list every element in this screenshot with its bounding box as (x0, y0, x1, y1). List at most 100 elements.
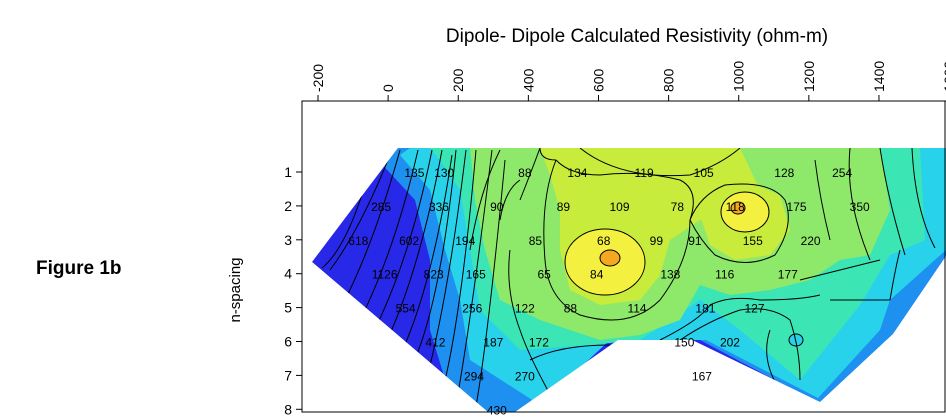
contour-value-label: 270 (515, 369, 535, 383)
sawtooth-segment-4 (820, 334, 894, 404)
contour-line-9 (424, 149, 467, 386)
contour-line-18 (539, 148, 557, 161)
contour-line-22 (814, 159, 831, 241)
y-tick-label: 7 (284, 367, 292, 383)
contour-value-label: 336 (429, 200, 449, 214)
contour-line-4 (359, 149, 419, 321)
contour-line-3 (344, 149, 401, 301)
contour-value-label: 90 (490, 200, 504, 214)
contour-value-label: 116 (715, 268, 734, 282)
contour-value-label: 167 (692, 369, 712, 383)
contour-value-label: 84 (590, 268, 604, 282)
contour-value-label: 122 (515, 302, 535, 316)
contour-line-17 (543, 159, 694, 321)
contour-value-label: 130 (434, 166, 454, 180)
contour-line-13 (469, 149, 501, 251)
contour-value-label: 256 (462, 302, 482, 316)
x-tick-label: 1000 (731, 61, 747, 92)
contour-value-label: 165 (466, 268, 486, 282)
contour-line-6 (384, 149, 443, 346)
contour-value-label: 78 (671, 200, 685, 214)
contour-value-label: 65 (537, 268, 551, 282)
contour-ring-minimum-west (599, 249, 621, 267)
contour-value-label: 89 (557, 200, 571, 214)
x-tick-label: -200 (310, 64, 326, 92)
contour-ring-local-high (788, 333, 804, 347)
contour-value-label: 119 (634, 166, 653, 180)
x-tick-label: 1600 (941, 61, 946, 92)
contour-line-20 (689, 183, 789, 263)
contour-value-label: 187 (483, 336, 503, 350)
contour-value-label: 202 (720, 336, 740, 350)
sawtooth-segment-3 (692, 340, 820, 406)
contour-line-26 (659, 294, 821, 341)
y-tick-label: 2 (284, 198, 292, 214)
resistivity-contour-region (312, 148, 946, 412)
contour-value-label: 412 (425, 336, 445, 350)
contour-value-label: 618 (348, 234, 368, 248)
contour-ring-minimum-east (730, 201, 746, 215)
contour-line-23 (848, 148, 871, 261)
contour-value-label: 350 (850, 200, 870, 214)
x-tick-label: 400 (520, 68, 536, 92)
y-axis: 1 2 3 4 5 6 7 8 (284, 164, 302, 417)
y-tick-label: 1 (284, 164, 292, 180)
contour-value-label: 127 (744, 302, 764, 316)
contour-value-label: 181 (695, 302, 715, 316)
contour-line-14 (499, 179, 521, 221)
x-tick-label: 1400 (871, 61, 887, 92)
contour-line-15 (508, 249, 561, 412)
contour-line-5 (371, 149, 433, 336)
contour-value-label: 175 (787, 200, 807, 214)
contour-value-label: 155 (743, 234, 763, 248)
contour-value-label: 88 (518, 166, 532, 180)
contour-value-label: 138 (660, 268, 680, 282)
y-tick-label: 8 (284, 401, 292, 417)
y-axis-label: n-spacing (227, 257, 244, 322)
contour-ring-very-low-east (720, 191, 770, 233)
contour-value-label: 91 (688, 234, 702, 248)
x-tick-label: 200 (450, 68, 466, 92)
contour-value-label: 118 (726, 200, 745, 214)
contour-value-label: 823 (424, 268, 444, 282)
x-axis: -200 0 200 400 600 800 1000 1200 1400 1600 (302, 61, 946, 102)
chart-title: Dipole- Dipole Calculated Resistivity (o… (446, 26, 828, 47)
contour-value-label: 135 (404, 166, 424, 180)
contour-value-label: 285 (371, 200, 391, 214)
contour-line-30 (799, 259, 881, 281)
sawtooth-segment-5 (893, 256, 946, 334)
contour-line-25 (911, 148, 936, 249)
y-tick-label: 3 (284, 232, 292, 248)
contour-value-label: 68 (597, 234, 611, 248)
contour-value-label: 128 (774, 166, 794, 180)
plot-frame (301, 100, 946, 413)
contour-value-label: 194 (455, 234, 475, 248)
sawtooth-segment-2 (515, 340, 618, 415)
contour-line-7 (397, 154, 453, 361)
contour-ring-very-low-west (564, 228, 646, 296)
contour-line-1 (329, 154, 391, 271)
contour-value-label: 220 (801, 234, 821, 248)
contour-line-24 (879, 148, 906, 256)
sawtooth-segment-1 (311, 262, 488, 414)
y-tick-label: 6 (284, 334, 292, 350)
contour-line-31 (889, 249, 901, 301)
contour-value-label: 150 (674, 336, 694, 350)
contour-value-label: 430 (487, 403, 507, 417)
contour-value-label: 134 (567, 166, 587, 180)
x-tick-label: 800 (661, 68, 677, 92)
x-tick-label: 0 (380, 84, 396, 92)
contour-value-label: 114 (627, 302, 646, 316)
contour-value-label: 602 (399, 234, 419, 248)
contour-lines (321, 148, 936, 412)
contour-value-label: 1126 (372, 268, 398, 282)
contour-value-label: 554 (396, 302, 416, 316)
y-tick-label: 5 (284, 300, 292, 316)
contour-value-label: 105 (694, 166, 714, 180)
contour-value-label: 85 (529, 234, 543, 248)
contour-value-label: 177 (778, 268, 798, 282)
contour-line-12 (474, 159, 506, 412)
zone-very-low-east (721, 192, 769, 232)
contour-value-label: 109 (610, 200, 630, 214)
